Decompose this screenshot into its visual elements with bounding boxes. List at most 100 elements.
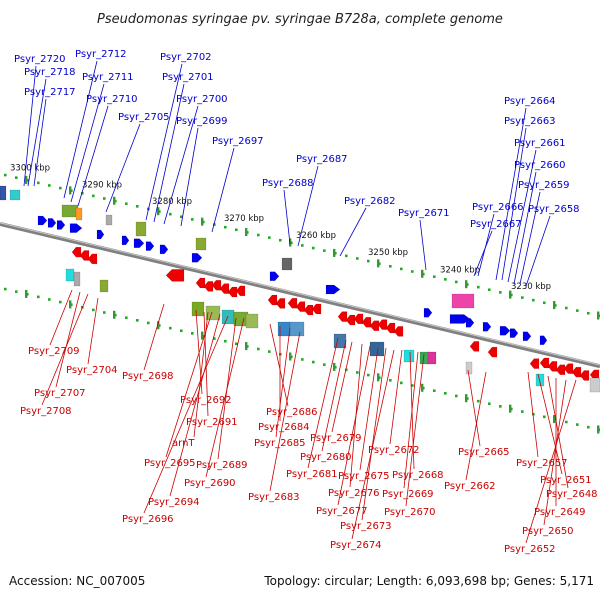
- feature-block-grey: [281, 257, 293, 271]
- ruler-major-tick: [377, 373, 380, 382]
- ruler-major-tick: [25, 289, 28, 298]
- ruler-dot: [257, 233, 260, 237]
- reverse-label-leader: [337, 345, 371, 506]
- reverse-gene-label: Psyr_2677: [316, 506, 368, 517]
- reverse-label-leader: [403, 351, 419, 489]
- ruler-dot: [301, 358, 304, 361]
- ruler-tick-label: 3250 kbp: [368, 248, 408, 258]
- ruler-dot: [191, 332, 194, 335]
- ruler-tick-label: 3270 kbp: [224, 214, 264, 224]
- ruler-major-tick: [245, 228, 248, 237]
- reverse-label-leader: [405, 353, 425, 507]
- ruler-dot: [312, 360, 315, 364]
- ruler-major-tick: [25, 175, 28, 184]
- forward-gene-label: Psyr_2697: [212, 136, 264, 147]
- feature-block-pink: [451, 293, 475, 309]
- reverse-label-leader: [269, 331, 301, 492]
- ruler-dot: [587, 425, 590, 429]
- reverse-gene-label: Psyr_2672: [368, 445, 420, 456]
- reverse-label-leader: [331, 341, 353, 433]
- reverse-gene-arrow: [579, 370, 590, 381]
- forward-gene-label: Psyr_2659: [518, 180, 570, 191]
- reverse-gene-arrow: [345, 314, 356, 326]
- ruler-dot: [532, 298, 535, 302]
- forward-label-leader: [283, 189, 291, 245]
- reverse-gene-label: Psyr_2674: [330, 540, 382, 551]
- reverse-gene-label: Psyr_2681: [286, 469, 338, 480]
- ruler-dot: [356, 371, 359, 374]
- reverse-gene-arrow: [165, 269, 185, 282]
- ruler-dot: [103, 311, 106, 314]
- ruler-dot: [4, 287, 7, 291]
- ruler-major-tick: [201, 331, 204, 340]
- forward-gene-label: Psyr_2712: [75, 49, 127, 60]
- forward-gene-arrow: [159, 244, 169, 255]
- ruler-major-tick: [245, 342, 248, 351]
- ruler-major-tick: [553, 301, 556, 310]
- forward-gene-label: Psyr_2666: [472, 202, 524, 213]
- reverse-label-leader: [143, 303, 165, 371]
- reverse-gene-labels: Psyr_2709 Psyr_2707 Psyr_2708 Psyr_2704 Psyr…: [20, 289, 598, 555]
- ruler-dot: [411, 270, 414, 273]
- reverse-gene-arrow: [235, 285, 246, 297]
- ruler-dot: [455, 394, 458, 398]
- reverse-gene-arrow: [227, 286, 238, 298]
- forward-label-leader: [339, 207, 367, 257]
- ruler-dot: [367, 259, 370, 263]
- reverse-gene-arrow: [267, 294, 278, 306]
- ruler-dot: [576, 423, 579, 426]
- ruler-dot: [48, 298, 51, 301]
- forward-label-leader: [180, 127, 199, 227]
- ruler-dot: [59, 186, 62, 190]
- feature-block-green: [61, 204, 79, 218]
- feature-block-green: [245, 313, 259, 329]
- forward-label-leader: [27, 78, 47, 187]
- forward-gene-label: Psyr_2658: [528, 204, 580, 215]
- feature-block-cyan: [65, 268, 75, 282]
- ruler-major-tick: [289, 352, 292, 361]
- ruler-dot: [59, 300, 62, 304]
- ruler-dot: [169, 326, 172, 330]
- forward-gene-arrow: [423, 308, 433, 318]
- ruler-dot: [125, 202, 128, 206]
- ruler-dot: [312, 246, 315, 250]
- feature-block-blue: [289, 321, 305, 337]
- reverse-gene-label: Psyr_2648: [546, 489, 598, 500]
- reverse-gene-label: Psyr_2695: [144, 458, 196, 469]
- ruler-dot: [455, 280, 458, 284]
- forward-gene-arrow: [499, 326, 511, 336]
- genome-summary-text: Topology: circular; Length: 6,093,698 bp…: [264, 574, 594, 588]
- reverse-gene-arrow: [469, 341, 480, 352]
- reverse-gene-arrow: [195, 277, 206, 289]
- backbone-highlight: [0, 222, 600, 366]
- ruler-dot: [81, 191, 84, 195]
- ruler-dot: [433, 275, 436, 279]
- reverse-label-leader: [359, 347, 379, 471]
- ruler-dot: [257, 347, 260, 351]
- reverse-gene-label: Psyr_2684: [258, 422, 310, 433]
- feature-block-green: [191, 301, 205, 317]
- reverse-gene-arrow: [203, 281, 214, 292]
- reverse-label-leader: [143, 315, 229, 514]
- reverse-gene-arrow: [547, 361, 558, 372]
- ruler-major-tick: [509, 404, 512, 413]
- reverse-gene-label: Psyr_2709: [28, 346, 80, 357]
- ruler-track: 3300 kbp 3290 kbp 3280 kbp 3270 kbp 3260 kbp…: [4, 163, 600, 434]
- forward-label-leader: [105, 123, 141, 213]
- ruler-tick-label: 3260 kbp: [296, 231, 336, 241]
- feature-block-grey: [589, 377, 600, 393]
- ruler-dot: [268, 236, 271, 239]
- reverse-gene-arrow: [275, 298, 286, 309]
- reverse-gene-arrow: [337, 311, 348, 322]
- ruler-dot: [37, 181, 40, 185]
- reverse-label-leader: [169, 313, 221, 497]
- ruler-dot: [169, 212, 172, 216]
- feature-block-cyan: [403, 349, 415, 363]
- reverse-label-leader: [321, 339, 347, 452]
- ruler-major-tick: [113, 310, 116, 319]
- reverse-gene-label: Psyr_2690: [184, 478, 236, 489]
- ruler-dot: [147, 321, 150, 325]
- ruler-dot: [301, 244, 304, 247]
- ruler-dot: [565, 420, 568, 424]
